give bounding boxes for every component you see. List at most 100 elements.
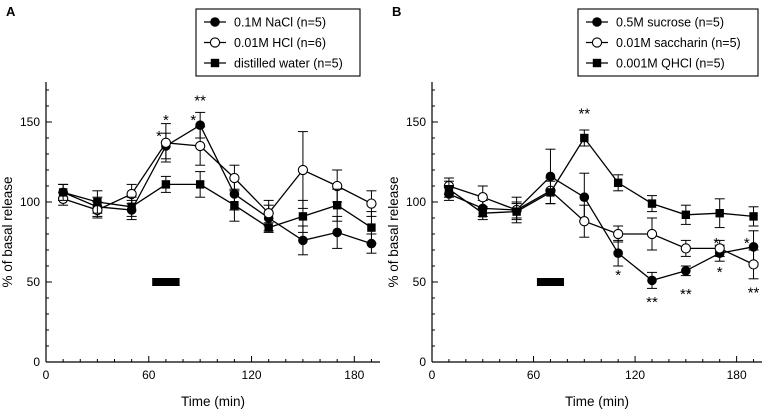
x-tick-label: 0 [429, 368, 436, 382]
data-point [715, 209, 724, 218]
data-point [613, 178, 623, 187]
significance-label: * [717, 264, 723, 281]
y-tick-label: 150 [20, 115, 40, 129]
data-point [579, 216, 590, 227]
x-axis-label: Time (min) [565, 394, 629, 409]
significance-label: ** [680, 286, 692, 303]
data-point [298, 212, 308, 221]
legend-marker [209, 37, 221, 48]
data-point [195, 140, 206, 152]
stimulus-bar [152, 278, 180, 286]
data-point [512, 207, 521, 216]
legend-marker [210, 58, 220, 68]
data-point [332, 201, 342, 210]
y-axis-label: % of basal release [0, 176, 15, 287]
x-tick-label: 60 [142, 368, 156, 382]
significance-label: ** [578, 105, 590, 122]
data-point [367, 223, 376, 232]
series-line [448, 136, 754, 218]
series-line [448, 175, 754, 282]
series-2 [443, 177, 759, 280]
legend-label: 0.1M NaCl (n=5) [234, 16, 326, 30]
data-point [195, 120, 205, 130]
data-point [298, 235, 308, 246]
series-line [62, 124, 372, 245]
series-line [62, 183, 372, 229]
x-tick-label: 120 [242, 368, 262, 382]
data-point [195, 180, 205, 189]
data-point [366, 198, 377, 209]
legend-label: 0.01M saccharin (n=5) [616, 36, 741, 50]
data-point [264, 223, 273, 232]
data-point [332, 227, 342, 238]
data-point [546, 188, 555, 197]
significance-label: * [190, 112, 196, 129]
significance-label: ** [194, 93, 206, 110]
series-line [448, 185, 754, 265]
data-point [297, 164, 309, 176]
data-point [613, 228, 624, 240]
data-point [160, 137, 172, 148]
legend-marker [210, 17, 220, 27]
legend-marker [591, 37, 603, 48]
data-point [478, 209, 487, 218]
data-point [681, 266, 691, 276]
series-2 [57, 123, 377, 227]
panel-letter: A [6, 4, 16, 19]
data-point [613, 248, 623, 258]
panel-a: A 0 50 100 150 0 60 120 180 Time (min) % of basal … [0, 4, 380, 409]
y-tick-label: 50 [27, 275, 41, 289]
data-point [681, 210, 691, 219]
data-point [229, 172, 240, 184]
panel-letter: B [392, 4, 401, 19]
data-point [127, 202, 136, 211]
data-point [748, 259, 759, 270]
stimulus-bar [536, 278, 564, 286]
legend-marker [592, 17, 602, 27]
significance-label: * [744, 235, 750, 252]
y-axis-label: % of basal release [386, 176, 401, 287]
significance-label: * [163, 112, 169, 129]
series-line [62, 142, 372, 215]
data-point [714, 243, 725, 254]
data-point [161, 180, 171, 189]
legend-label: distilled water (n=5) [234, 57, 343, 71]
y-tick-label: 150 [406, 115, 426, 129]
data-point [230, 201, 239, 210]
y-tick-label: 0 [419, 355, 426, 369]
data-point [263, 208, 274, 219]
legend: 0.5M sucrose (n=5) 0.01M saccharin (n=5) 0… [577, 8, 759, 77]
panel-b: B 0 50 100 150 0 60 120 180 Time (min) % of basal … [386, 4, 762, 409]
legend: 0.1M NaCl (n=5) 0.01M HCl (n=6) distilled … [195, 8, 361, 77]
x-tick-label: 180 [344, 368, 364, 382]
significance-label: * [713, 235, 719, 252]
x-tick-label: 0 [43, 368, 50, 382]
series-1 [443, 148, 759, 289]
y-tick-label: 100 [406, 195, 426, 209]
series-3 [58, 171, 377, 245]
data-point [580, 133, 589, 143]
significance-label: * [156, 128, 162, 145]
legend-label: 0.5M sucrose (n=5) [616, 16, 724, 30]
data-point [444, 185, 454, 194]
data-point [58, 188, 68, 197]
data-point [477, 192, 488, 203]
significance-label: ** [748, 285, 760, 302]
data-point [545, 171, 556, 182]
x-axis-label: Time (min) [181, 394, 245, 409]
y-tick-label: 0 [33, 355, 40, 369]
legend-label: 0.001M QHCl (n=5) [616, 57, 725, 71]
x-tick-label: 60 [527, 368, 541, 382]
significance-label: ** [646, 294, 658, 311]
data-point [579, 192, 590, 202]
y-tick-label: 50 [413, 275, 427, 289]
series-3 [443, 129, 759, 229]
legend-marker [592, 58, 602, 68]
data-point [647, 275, 657, 286]
y-tick-label: 100 [20, 195, 40, 209]
data-point [647, 199, 657, 208]
data-point [749, 212, 758, 221]
data-point [680, 243, 691, 254]
legend-label: 0.01M HCl (n=6) [234, 36, 326, 50]
